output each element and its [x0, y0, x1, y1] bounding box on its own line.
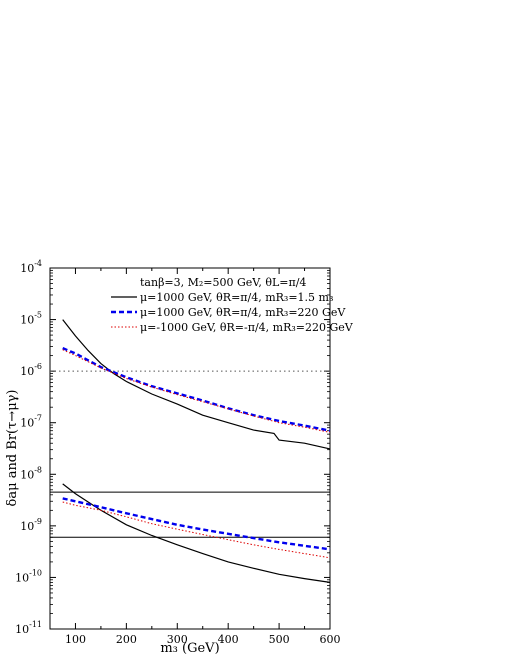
legend-entry-2: μ=1000 GeV, θR=π/4, mR₃=220 GeV	[140, 306, 346, 319]
x-tick-label: 100	[65, 633, 86, 646]
y-tick-label: 10-10	[15, 568, 42, 584]
y-tick-label: 10-7	[20, 414, 42, 430]
x-tick-label: 300	[167, 633, 188, 646]
series-line-4	[62, 483, 331, 583]
y-axis-label: δaμ and Br(τ→μγ)	[5, 390, 20, 507]
legend-entry-1: μ=1000 GeV, θR=π/4, mR₃=1.5 m₃	[140, 291, 333, 304]
legend-entry-3: μ=-1000 GeV, θR=-π/4, mR₃=220 GeV	[140, 321, 354, 334]
x-tick-label: 200	[116, 633, 137, 646]
y-tick-label: 10-6	[20, 362, 42, 378]
reference-lines	[50, 370, 330, 538]
legend: tanβ=3, M₂=500 GeV, θL=π/4 μ=1000 GeV, θ…	[111, 276, 354, 334]
x-tick-label: 400	[218, 633, 239, 646]
axis-ticks	[49, 267, 331, 630]
y-tick-label: 10-5	[20, 311, 42, 327]
series-line-3	[62, 349, 331, 433]
series-line-1	[62, 319, 331, 450]
x-axis-label: m₃ (GeV)	[160, 641, 219, 656]
y-tick-label: 10-9	[20, 517, 42, 533]
series-line-5	[62, 497, 331, 551]
y-tick-label: 10-8	[20, 465, 42, 481]
legend-header: tanβ=3, M₂=500 GeV, θL=π/4	[140, 276, 306, 289]
y-tick-label: 10-4	[20, 259, 42, 275]
series-layer	[62, 319, 331, 583]
series-line-2	[62, 346, 331, 432]
x-tick-labels: 100 200 300 400 500 600	[65, 633, 341, 646]
series-line-6	[62, 501, 331, 559]
x-tick-label: 600	[320, 633, 341, 646]
y-tick-label: 10-11	[15, 620, 42, 636]
x-tick-label: 500	[269, 633, 290, 646]
